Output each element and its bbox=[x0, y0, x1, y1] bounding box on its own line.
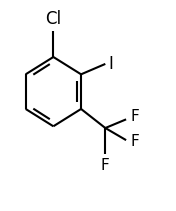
Text: Cl: Cl bbox=[45, 9, 61, 28]
Text: I: I bbox=[109, 55, 114, 73]
Text: F: F bbox=[101, 158, 110, 173]
Text: F: F bbox=[130, 109, 139, 124]
Text: F: F bbox=[130, 134, 139, 149]
